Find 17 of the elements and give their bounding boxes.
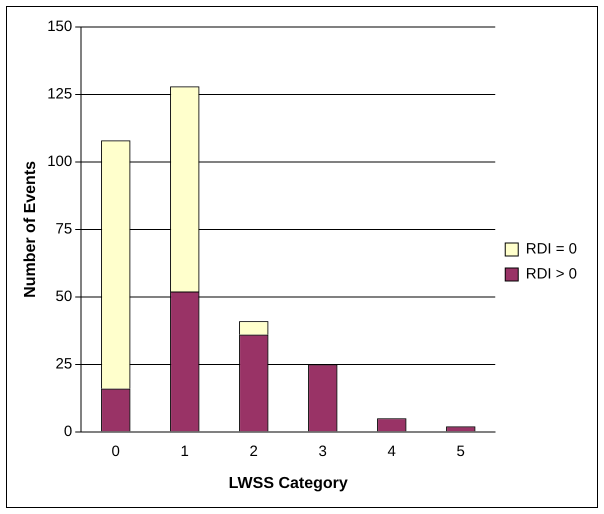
x-tick-label: 2 xyxy=(250,442,258,460)
y-tick-label: 100 xyxy=(47,153,72,170)
x-tick-label: 4 xyxy=(388,442,396,460)
x-tick-label: 3 xyxy=(318,442,327,460)
legend-label: RDI > 0 xyxy=(526,266,578,283)
legend-label: RDI = 0 xyxy=(526,240,578,258)
x-tick-label: 0 xyxy=(112,442,120,460)
y-tick-label: 25 xyxy=(56,355,72,372)
y-tick-label: 50 xyxy=(56,288,72,306)
x-tick-label: 1 xyxy=(180,442,189,460)
y-tick-label: 150 xyxy=(47,18,72,36)
y-tick-label: 125 xyxy=(47,86,72,103)
x-tick-label: 5 xyxy=(456,442,465,460)
y-tick-label: 0 xyxy=(64,422,72,440)
x-axis-title: LWSS Category xyxy=(228,474,348,492)
y-axis-title: Number of Events xyxy=(22,160,40,298)
y-tick-label: 75 xyxy=(56,220,72,238)
